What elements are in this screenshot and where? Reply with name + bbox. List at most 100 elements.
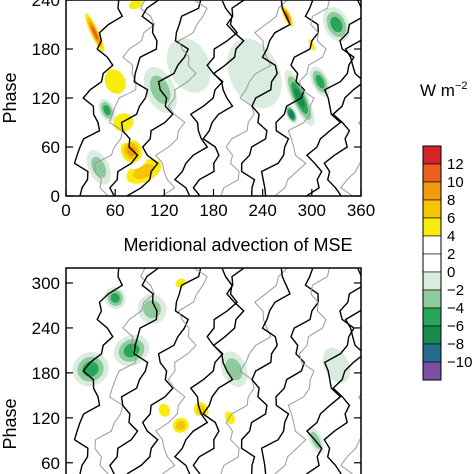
contour-line-5 [173,268,239,474]
field-blob-16-level-3 [315,74,325,89]
top-contour-layer [73,0,361,196]
x-tick-label-5: 300 [298,201,326,220]
colorbar-cell-0 [422,145,442,165]
colorbar-cell-6 [422,253,442,273]
field-blob-7-level-3 [175,278,186,288]
top-y-axis-label: Phase [0,72,20,123]
bottom-contour-layer [73,268,361,474]
x-tick-label-0: 0 [61,201,70,220]
contour-line-8 [240,268,291,474]
top-panel: 0 60 120 180 240 0 60 120 180 240 300 360 Phase [0,0,375,220]
field-blob-14-level-4 [294,88,305,108]
top-tick-layer: 0 60 120 180 240 0 60 120 180 240 300 360 [32,0,375,220]
field-blob-23-level-3 [128,0,143,10]
field-blob-10-level-2 [200,16,219,33]
field-blob-22-level-1 [343,313,355,328]
field-blob-0-level-4 [175,420,186,430]
contour-line-2 [109,268,159,474]
field-blob-19-level-2 [91,156,107,179]
field-blob-20-level-3 [103,105,111,116]
bottom-panel: 60 120 180 240 300 Phase [0,267,362,474]
contour-line-7 [220,0,288,196]
colorbar-unit-exponent: −2 [455,80,468,92]
contour-line-7 [220,268,288,474]
y-tick-label-3: 240 [32,319,60,338]
y-tick-label-2: 120 [32,89,60,108]
colorbar-label-11: −10 [447,354,472,371]
colorbar-cell-2 [422,181,442,201]
contour-line-1 [94,268,156,474]
field-blob-11-level-2 [155,452,173,466]
colorbar-cell-9 [422,307,442,327]
colorbar-frame [422,145,442,381]
y-tick-label-0: 0 [51,187,60,206]
colorbar-label-2: 8 [447,192,455,209]
contour-line-6 [192,268,245,474]
contour-line-8 [240,0,291,196]
contour-line-11 [305,268,361,474]
colorbar-label-9: −6 [447,318,464,335]
colorbar-cells [422,145,442,381]
x-tick-label-6: 360 [347,201,375,220]
contour-line-11 [305,0,361,196]
colorbar-cell-10 [422,325,442,345]
field-blob-18-level-3 [308,39,316,51]
field-blob-9-level-1 [306,129,350,165]
field-blob-4-level-6 [91,25,99,40]
bottom-fill-layer [71,273,355,473]
colorbar-cell-7 [422,271,442,291]
field-blob-3-level-3 [104,69,126,94]
field-blob-13-level-6 [285,12,290,20]
field-blob-15-level-5 [289,111,294,117]
contour-line-12 [323,268,361,474]
contour-line-4 [155,268,208,474]
field-blob-5-level-2 [157,363,180,383]
colorbar-label-8: −4 [447,300,464,317]
contour-line-5 [173,0,239,196]
colorbar-cell-12 [422,361,442,381]
contour-line-10 [274,268,330,474]
contour-line-0 [73,0,124,196]
contour-line-3 [126,268,202,474]
contour-line-4 [155,0,208,196]
field-blob-17-level-3 [110,293,120,303]
colorbar-label-7: −2 [447,282,464,299]
colorbar-cell-3 [422,199,442,219]
field-blob-1-level-3 [158,403,171,417]
field-blob-8-level-1 [223,138,285,180]
contour-line-2 [109,0,159,196]
field-blob-1-level-5 [126,145,137,157]
colorbar-unit: W m−2 [420,80,467,100]
y-tick-label-1: 120 [32,409,60,428]
colorbar-cell-4 [422,217,442,237]
bottom-y-axis-label: Phase [0,398,20,449]
colorbar-label-5: 2 [447,246,455,263]
colorbar-cell-5 [422,235,442,255]
colorbar-label-10: −8 [447,336,464,353]
y-tick-label-3: 180 [32,40,60,59]
field-blob-13-level-1 [264,438,278,457]
contour-line-3 [126,0,202,196]
colorbar-label-3: 6 [447,210,455,227]
y-tick-label-4: 240 [32,0,60,10]
colorbar-cell-11 [422,343,442,363]
colorbar-label-0: 12 [447,156,464,173]
field-blob-2-level-3 [113,113,134,132]
colorbar-label-1: 10 [447,174,464,191]
x-tick-label-4: 240 [248,201,276,220]
contour-line-13 [340,119,361,196]
contour-line-12 [323,0,361,196]
contour-line-0 [73,268,124,474]
contour-line-13 [340,394,361,474]
colorbar-cell-1 [422,163,442,183]
bottom-panel-title: Meridional advection of MSE [123,235,352,255]
contour-line-6 [192,0,245,196]
field-blob-17-level-3 [330,16,343,33]
contour-line-1 [94,0,156,196]
y-tick-label-2: 180 [32,364,60,383]
colorbar-label-6: 0 [447,264,455,281]
colorbar-unit-main: W m [420,81,455,100]
